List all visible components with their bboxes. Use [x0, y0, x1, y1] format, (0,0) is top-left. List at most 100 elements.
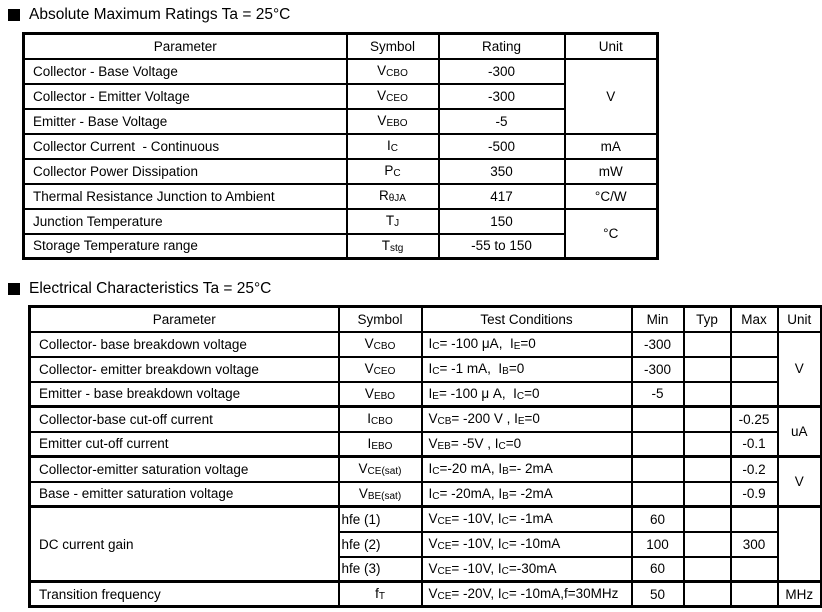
- table-row: DC current gain hfe (1) VCE= -10V, IC= -…: [28, 505, 822, 583]
- min-cell: [630, 455, 685, 483]
- typ-cell: [682, 330, 732, 358]
- table-row: Base - emitter saturation voltage VBE(sa…: [28, 480, 822, 508]
- parameter-cell: Collector Power Dissipation: [22, 157, 348, 185]
- unit-cell: V: [776, 455, 822, 508]
- rating-cell: 417: [437, 182, 566, 210]
- symbol-cell: TJ: [345, 207, 440, 235]
- column-header-typ: Typ: [682, 305, 732, 333]
- table-row: Collector-emitter saturation voltage VCE…: [28, 455, 822, 508]
- max-cell: [729, 580, 779, 608]
- symbol-cell: ICBO: [337, 405, 423, 433]
- unit-cell: °C/W: [563, 182, 659, 210]
- typ-cell: [682, 580, 732, 608]
- table-row: hfe (2) VCE= -10V, IC= -10mA 100 300: [30, 530, 822, 558]
- elec-char-section-title: Electrical Characteristics Ta = 25°C: [8, 281, 822, 297]
- test-conditions-cell: IC= -100 μA, IE=0: [420, 330, 633, 358]
- max-cell: -0.9: [729, 480, 779, 508]
- column-header-unit: Unit: [776, 305, 822, 333]
- table-row: Emitter - Base Voltage VEBO -5: [22, 107, 658, 135]
- parameter-cell: Collector-base cut-off current: [28, 405, 340, 433]
- parameter-cell: Collector Current - Continuous: [22, 132, 348, 160]
- symbol-cell: VCBO: [337, 330, 423, 358]
- rating-cell: -5: [437, 107, 566, 135]
- column-header-symbol: Symbol: [337, 305, 423, 333]
- test-conditions-cell: VCE= -10V, IC= -10mA: [420, 530, 633, 558]
- table-row: Junction Temperature TJ 150 °C: [22, 207, 659, 260]
- symbol-cell: VCBO: [345, 57, 440, 85]
- symbol-cell: IEBO: [337, 430, 423, 458]
- symbol-cell: VEBO: [345, 107, 440, 135]
- rating-cell: -55 to 150: [437, 232, 566, 260]
- unit-cell: uA: [776, 405, 822, 458]
- column-header-min: Min: [630, 305, 685, 333]
- table-row: Thermal Resistance Junction to Ambient R…: [22, 182, 659, 210]
- typ-cell: [682, 405, 732, 433]
- symbol-cell: hfe (3): [337, 555, 423, 583]
- parameter-cell: Junction Temperature: [22, 207, 348, 235]
- max-cell: 300: [729, 530, 779, 558]
- parameter-cell: Collector - Emitter Voltage: [22, 82, 348, 110]
- typ-cell: [682, 380, 732, 408]
- column-header-parameter: Parameter: [22, 32, 348, 60]
- test-conditions-cell: IC=-20 mA, IB=- 2mA: [420, 455, 633, 483]
- symbol-cell: fT: [337, 580, 423, 608]
- table-row: Storage Temperature range Tstg -55 to 15…: [22, 232, 658, 260]
- column-header-parameter: Parameter: [28, 305, 340, 333]
- symbol-cell: hfe (2): [337, 530, 423, 558]
- symbol-cell: VCEO: [345, 82, 440, 110]
- unit-cell: [776, 505, 822, 583]
- parameter-cell: Storage Temperature range: [22, 232, 348, 260]
- rating-cell: 350: [437, 157, 566, 185]
- parameter-cell: Base - emitter saturation voltage: [28, 480, 340, 508]
- min-cell: 50: [630, 580, 685, 608]
- symbol-cell: VCEO: [337, 355, 423, 383]
- table-row: Emitter - base breakdown voltage VEBO IE…: [28, 380, 822, 408]
- symbol-cell: VEBO: [337, 380, 423, 408]
- section-title-text: Electrical Characteristics Ta = 25°C: [29, 280, 272, 297]
- table-row: Collector Power Dissipation PC 350 mW: [22, 157, 659, 185]
- parameter-cell: Collector- base breakdown voltage: [28, 330, 340, 358]
- table-row: Emitter cut-off current IEBO VEB= -5V , …: [28, 430, 822, 458]
- test-conditions-cell: VCE= -20V, IC= -10mA,f=30MHz: [420, 580, 633, 608]
- unit-cell: °C: [563, 207, 659, 260]
- column-header-max: Max: [729, 305, 779, 333]
- table-row: Collector- base breakdown voltage VCBO I…: [28, 330, 822, 408]
- table-row: Collector - Base Voltage VCBO -300 V: [22, 57, 659, 135]
- parameter-cell: Emitter - Base Voltage: [22, 107, 348, 135]
- typ-cell: [682, 480, 732, 508]
- typ-cell: [682, 455, 732, 483]
- column-header-symbol: Symbol: [345, 32, 440, 60]
- parameter-cell: Collector- emitter breakdown voltage: [28, 355, 340, 383]
- unit-cell: V: [563, 57, 659, 135]
- test-conditions-cell: VCE= -10V, IC=-30mA: [420, 555, 633, 583]
- rating-cell: -500: [437, 132, 566, 160]
- parameter-cell: Thermal Resistance Junction to Ambient: [22, 182, 348, 210]
- test-conditions-cell: IE= -100 μ A, IC=0: [420, 380, 633, 408]
- table-row: Collector Current - Continuous IC -500 m…: [22, 132, 659, 160]
- min-cell: 60: [630, 505, 685, 533]
- unit-cell: V: [776, 330, 822, 408]
- typ-cell: [682, 555, 732, 583]
- max-cell: [729, 505, 779, 533]
- test-conditions-cell: VEB= -5V , IC=0: [420, 430, 633, 458]
- min-cell: -300: [630, 330, 685, 358]
- table-row: Collector - Emitter Voltage VCEO -300: [22, 82, 658, 110]
- unit-cell: mA: [563, 132, 659, 160]
- min-cell: -300: [630, 355, 685, 383]
- min-cell: [630, 405, 685, 433]
- column-header-rating: Rating: [437, 32, 566, 60]
- typ-cell: [682, 505, 732, 533]
- min-cell: [630, 430, 685, 458]
- abs-max-table: Parameter Symbol Rating Unit Collector -…: [22, 32, 659, 260]
- table-row: Collector-base cut-off current ICBO VCB=…: [28, 405, 822, 458]
- typ-cell: [682, 430, 732, 458]
- section-bullet-icon: [8, 9, 20, 21]
- test-conditions-cell: IC= -1 mA, IB=0: [420, 355, 633, 383]
- abs-max-section-title: Absolute Maximum Ratings Ta = 25°C: [8, 0, 822, 23]
- section-title-text: Absolute Maximum Ratings Ta = 25°C: [29, 6, 291, 23]
- symbol-cell: RθJA: [345, 182, 440, 210]
- column-header-test-conditions: Test Conditions: [420, 305, 633, 333]
- parameter-cell: Transition frequency: [28, 580, 340, 608]
- symbol-cell: hfe (1): [337, 505, 423, 533]
